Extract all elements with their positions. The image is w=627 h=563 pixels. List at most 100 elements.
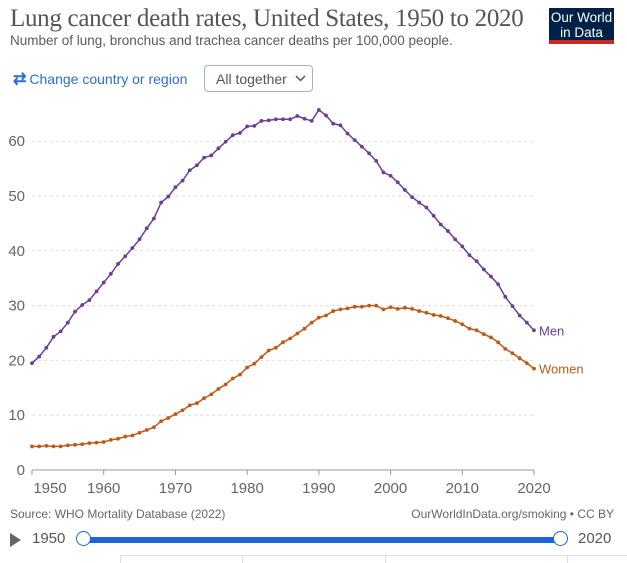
- data-point-men: [223, 139, 228, 144]
- data-point-women: [238, 372, 242, 377]
- data-point-men: [381, 170, 386, 175]
- data-point-women: [216, 386, 221, 391]
- data-point-men: [173, 185, 178, 190]
- data-point-women: [295, 331, 300, 336]
- data-point-women: [180, 408, 185, 413]
- data-point-women: [352, 304, 357, 309]
- data-point-women: [395, 306, 400, 311]
- data-point-men: [101, 280, 106, 285]
- data-point-men: [295, 114, 300, 118]
- data-point-women: [266, 348, 271, 353]
- data-point-men: [302, 116, 307, 121]
- play-icon[interactable]: [10, 533, 21, 547]
- data-point-women: [403, 305, 407, 310]
- owid-logo[interactable]: Our World in Data: [549, 8, 614, 44]
- data-point-men: [44, 345, 49, 350]
- data-point-women: [65, 443, 70, 448]
- y-tick-label: 30: [8, 298, 25, 315]
- data-point-women: [209, 392, 214, 397]
- data-point-men: [481, 267, 486, 272]
- data-point-men: [395, 180, 400, 185]
- data-point-men: [517, 313, 522, 318]
- line-chart: 0 10 20 30 40 50 60 1950 1960 1970 1980 1990 2000 201…: [8, 108, 584, 497]
- change-region-label: Change country or region: [29, 71, 188, 87]
- data-point-women: [87, 441, 92, 446]
- x-tick-label: 1970: [159, 480, 192, 497]
- data-point-men: [209, 153, 214, 158]
- x-tick-label: 2000: [374, 480, 407, 497]
- data-point-women: [359, 304, 364, 309]
- series-line-women: [32, 304, 535, 448]
- timeline-end-label: 2020: [578, 530, 612, 547]
- data-point-women: [202, 396, 207, 401]
- x-tick-label: 1980: [230, 480, 263, 497]
- timeline-start-handle[interactable]: [76, 531, 91, 546]
- data-point-women: [338, 307, 343, 312]
- data-point-women: [37, 444, 42, 449]
- data-point-women: [159, 419, 163, 424]
- source-note: Source: WHO Mortality Database (2022): [10, 507, 226, 521]
- data-point-women: [496, 340, 501, 345]
- data-point-women: [417, 309, 422, 313]
- data-point-men: [417, 200, 422, 205]
- series-label-women: Women: [539, 362, 584, 377]
- data-point-men: [159, 200, 163, 205]
- data-point-men: [58, 329, 63, 334]
- data-point-women: [30, 444, 34, 449]
- data-point-men: [424, 205, 429, 210]
- data-point-women: [510, 351, 515, 356]
- data-point-women: [331, 309, 336, 313]
- data-point-men: [230, 133, 235, 138]
- credit-link[interactable]: OurWorldInData.org/smoking • CC BY: [411, 507, 614, 521]
- tab-bar: [120, 555, 627, 563]
- data-point-men: [252, 123, 257, 128]
- data-point-men: [281, 117, 285, 122]
- data-point-women: [273, 345, 278, 350]
- data-point-women: [173, 412, 178, 417]
- data-point-men: [453, 237, 458, 242]
- data-point-women: [166, 416, 171, 420]
- data-point-women: [94, 440, 99, 445]
- data-point-women: [532, 366, 536, 371]
- data-point-women: [367, 303, 371, 308]
- swap-arrows-icon: ⇄: [13, 71, 27, 88]
- data-point-women: [410, 306, 414, 311]
- data-point-men: [245, 124, 250, 129]
- data-point-men: [195, 163, 199, 168]
- data-point-men: [532, 328, 536, 333]
- data-point-women: [187, 403, 192, 408]
- data-point-women: [44, 443, 49, 448]
- timeline: 1950 2020: [0, 528, 627, 552]
- data-point-men: [94, 289, 99, 294]
- data-point-men: [137, 237, 142, 242]
- data-point-men: [51, 334, 56, 339]
- data-point-women: [58, 444, 63, 449]
- data-point-men: [65, 320, 70, 325]
- data-point-men: [316, 108, 321, 112]
- data-point-women: [438, 314, 443, 318]
- data-point-men: [438, 222, 443, 227]
- data-point-women: [116, 436, 120, 441]
- timeline-track[interactable]: [84, 537, 561, 543]
- x-tick-label: 1960: [87, 480, 120, 497]
- data-point-women: [108, 437, 113, 442]
- data-point-men: [331, 121, 336, 126]
- data-point-women: [137, 430, 142, 435]
- timeline-end-handle[interactable]: [553, 531, 568, 546]
- data-point-women: [446, 316, 450, 321]
- data-point-women: [245, 365, 250, 370]
- data-point-men: [187, 168, 192, 173]
- data-point-men: [367, 151, 371, 156]
- data-point-men: [152, 216, 156, 221]
- data-point-men: [202, 155, 207, 160]
- x-tick-label: 1990: [302, 480, 335, 497]
- change-region-button[interactable]: ⇄ Change country or region: [13, 69, 187, 89]
- view-mode-dropdown[interactable]: All together: [204, 65, 313, 92]
- data-point-men: [503, 294, 508, 299]
- data-point-men: [431, 213, 436, 218]
- data-point-men: [388, 173, 393, 178]
- data-point-men: [374, 159, 379, 163]
- chart-subtitle: Number of lung, bronchus and trachea can…: [10, 33, 453, 48]
- data-point-women: [524, 361, 529, 366]
- data-point-women: [80, 442, 85, 447]
